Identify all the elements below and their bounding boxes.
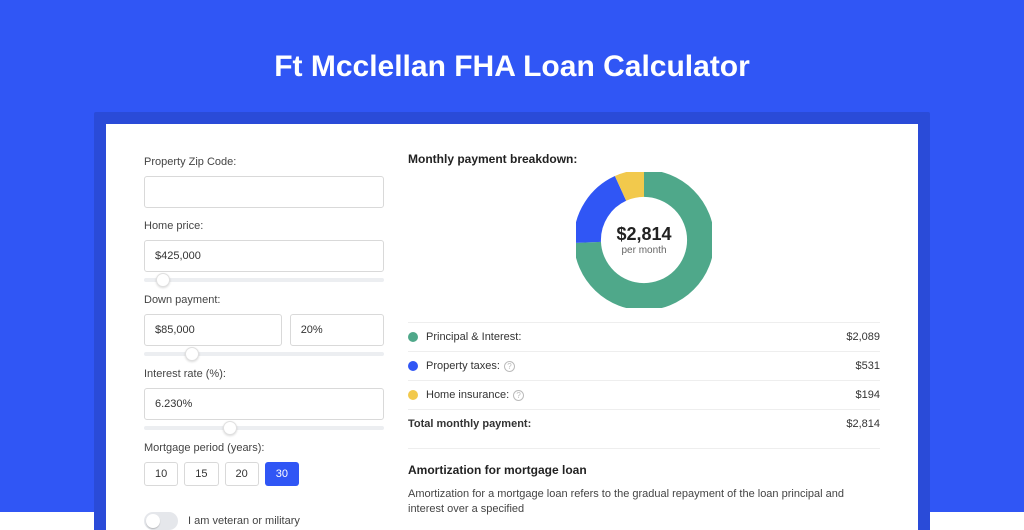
- amortization-section: Amortization for mortgage loan Amortizat…: [408, 448, 880, 518]
- total-value: $2,814: [846, 418, 880, 430]
- info-icon[interactable]: ?: [504, 361, 515, 372]
- legend-row-1: Property taxes:?$531: [408, 352, 880, 381]
- donut-center: $2,814 per month: [576, 172, 712, 308]
- info-icon[interactable]: ?: [513, 390, 524, 401]
- page-title: Ft Mcclellan FHA Loan Calculator: [94, 50, 930, 84]
- price-slider[interactable]: [144, 278, 384, 282]
- donut-container: $2,814 per month: [408, 166, 880, 322]
- zip-input[interactable]: [144, 176, 384, 208]
- legend-dot: [408, 361, 418, 371]
- legend-label: Principal & Interest:: [426, 331, 846, 343]
- form-column: Property Zip Code: Home price: Down paym…: [144, 152, 384, 530]
- price-label: Home price:: [144, 220, 384, 232]
- veteran-label: I am veteran or military: [188, 515, 300, 527]
- zip-label: Property Zip Code:: [144, 156, 384, 168]
- price-slider-thumb[interactable]: [156, 273, 170, 287]
- legend: Principal & Interest:$2,089Property taxe…: [408, 322, 880, 438]
- donut-amount: $2,814: [616, 224, 671, 245]
- legend-dot: [408, 332, 418, 342]
- down-label: Down payment:: [144, 294, 384, 306]
- payment-donut-chart: $2,814 per month: [576, 172, 712, 308]
- rate-input[interactable]: [144, 388, 384, 420]
- legend-row-0: Principal & Interest:$2,089: [408, 323, 880, 352]
- rate-label: Interest rate (%):: [144, 368, 384, 380]
- period-option-20[interactable]: 20: [225, 462, 259, 486]
- rate-slider-thumb[interactable]: [223, 421, 237, 435]
- amortization-text: Amortization for a mortgage loan refers …: [408, 487, 880, 518]
- hero: Ft Mcclellan FHA Loan Calculator Propert…: [0, 0, 1024, 512]
- calculator-panel: Property Zip Code: Home price: Down paym…: [106, 124, 918, 530]
- period-group: 1015 2030: [144, 462, 384, 486]
- veteran-toggle[interactable]: [144, 512, 178, 530]
- legend-value: $531: [856, 360, 880, 372]
- period-label: Mortgage period (years):: [144, 442, 384, 454]
- period-option-30[interactable]: 30: [265, 462, 299, 486]
- legend-label: Home insurance:?: [426, 389, 856, 401]
- donut-sub: per month: [621, 245, 666, 256]
- period-option-15[interactable]: 15: [184, 462, 218, 486]
- rate-slider[interactable]: [144, 426, 384, 430]
- amortization-title: Amortization for mortgage loan: [408, 463, 880, 477]
- period-option-10[interactable]: 10: [144, 462, 178, 486]
- breakdown-title: Monthly payment breakdown:: [408, 152, 880, 166]
- breakdown-column: Monthly payment breakdown: $2,814 per mo…: [408, 152, 880, 530]
- legend-dot: [408, 390, 418, 400]
- legend-value: $2,089: [846, 331, 880, 343]
- legend-row-2: Home insurance:?$194: [408, 381, 880, 410]
- legend-total-row: Total monthly payment:$2,814: [408, 410, 880, 438]
- panel-shadow: Property Zip Code: Home price: Down paym…: [94, 112, 930, 530]
- down-slider-thumb[interactable]: [185, 347, 199, 361]
- legend-label: Property taxes:?: [426, 360, 856, 372]
- price-input[interactable]: [144, 240, 384, 272]
- legend-value: $194: [856, 389, 880, 401]
- down-slider[interactable]: [144, 352, 384, 356]
- down-percent-input[interactable]: [290, 314, 384, 346]
- total-label: Total monthly payment:: [408, 418, 846, 430]
- down-amount-input[interactable]: [144, 314, 282, 346]
